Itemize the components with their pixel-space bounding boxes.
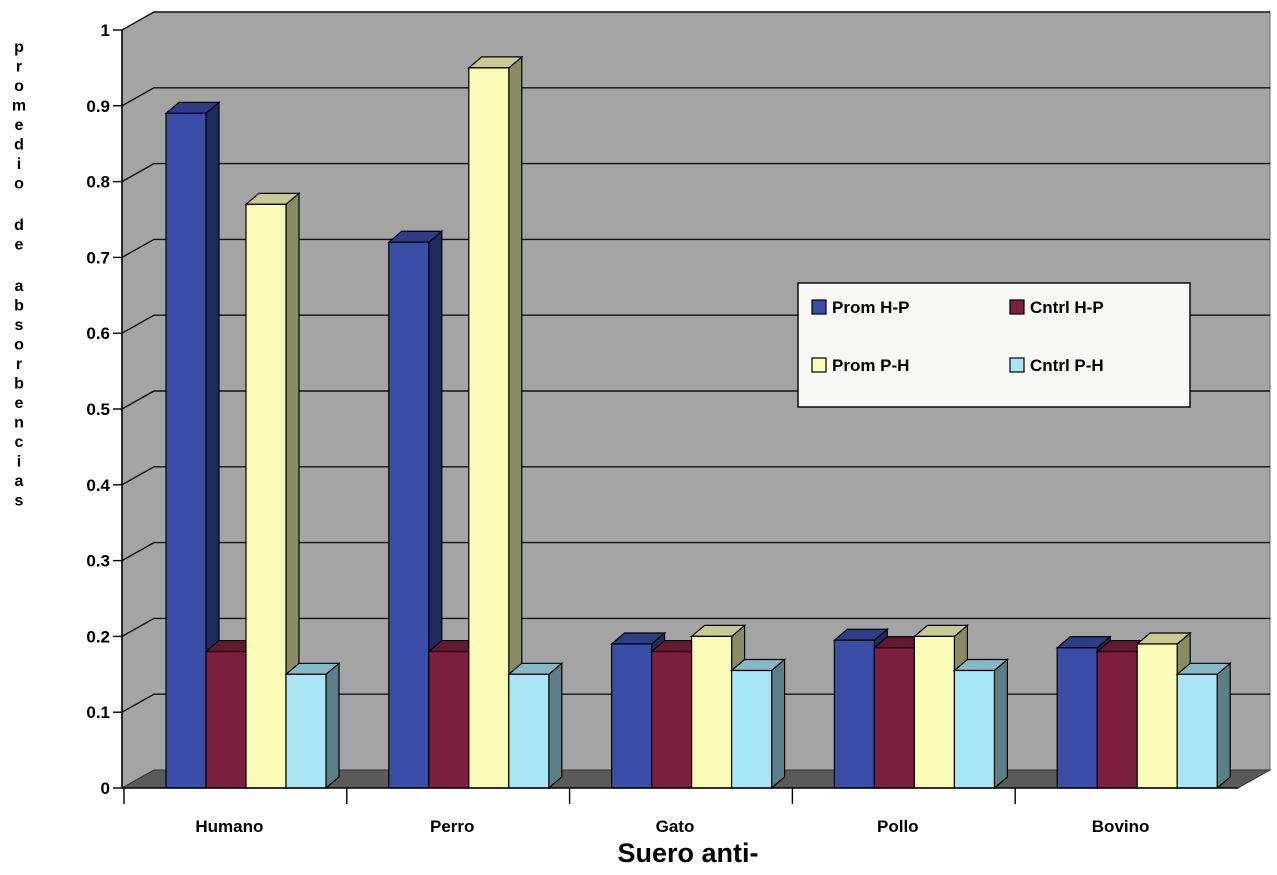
bar-front xyxy=(205,650,247,789)
bar-front xyxy=(690,635,733,789)
legend-entry: Cntrl P-H xyxy=(1009,356,1104,375)
bar xyxy=(507,662,564,790)
bar-front xyxy=(468,67,510,789)
y-tick-labels: 0 0.1 0.2 0.3 0.4 0.5 0.6 0.7 0.8 0.9 1 xyxy=(86,21,110,798)
bar xyxy=(952,658,1010,790)
y-axis-label-letter: n xyxy=(14,415,24,432)
y-axis-label-letter: i xyxy=(17,156,21,173)
bar-front xyxy=(1096,650,1138,789)
bar-front xyxy=(833,639,876,789)
y-axis-label-letter: e xyxy=(15,237,24,254)
legend-entry: Cntrl H-P xyxy=(1009,298,1104,317)
y-axis-label-letter: r xyxy=(16,356,22,373)
bar-side xyxy=(770,658,786,790)
bar xyxy=(1175,662,1232,790)
bar-front xyxy=(610,643,653,789)
bar-side xyxy=(1216,662,1231,790)
bar-front xyxy=(913,635,956,789)
gridline xyxy=(121,541,1270,562)
bar-front xyxy=(428,650,470,789)
bar xyxy=(729,658,787,790)
legend-swatch xyxy=(1009,357,1025,373)
y-axis-label-letter: o xyxy=(14,78,24,95)
bar-front xyxy=(508,673,550,789)
bar-side xyxy=(325,662,340,790)
x-axis-label: Suero anti- xyxy=(617,838,758,868)
bar-front xyxy=(1176,673,1218,789)
y-axis-label-letter: s xyxy=(15,493,24,510)
legend-label: Cntrl H-P xyxy=(1030,298,1104,317)
bar xyxy=(244,192,301,790)
y-axis-label-letter: m xyxy=(12,98,26,115)
bar-front xyxy=(873,647,916,789)
y-axis-label-letter: p xyxy=(14,39,24,56)
y-axis-label-letter: a xyxy=(15,278,24,295)
gridline xyxy=(121,11,1270,31)
y-tick-label: 1 xyxy=(101,21,110,40)
gridline xyxy=(121,87,1270,107)
bars xyxy=(164,55,1232,790)
x-category-labels: Humano Perro Gato Pollo Bovino xyxy=(195,817,1149,836)
gridline xyxy=(121,238,1270,259)
gridline xyxy=(121,162,1270,183)
legend-entry: Prom H-P xyxy=(811,298,909,317)
bar-front xyxy=(388,241,430,789)
y-axis-label-letter: o xyxy=(14,176,24,193)
y-axis-label-letter: c xyxy=(15,434,24,451)
x-tick-label: Bovino xyxy=(1092,817,1150,836)
y-tick-label: 0.1 xyxy=(86,703,110,722)
bar-side xyxy=(993,658,1009,790)
y-tick-label: 0.9 xyxy=(86,97,110,116)
bar-front xyxy=(1136,643,1178,789)
legend-label: Prom P-H xyxy=(832,356,909,375)
y-axis-label-letter: i xyxy=(17,454,21,471)
bar-front xyxy=(245,203,287,789)
legend-swatch xyxy=(811,299,827,315)
y-tick-label: 0.5 xyxy=(86,400,110,419)
y-axis-label-letter: d xyxy=(14,137,24,154)
legend: Prom H-P Cntrl H-P Prom P-H Cntrl P-H xyxy=(797,282,1191,408)
legend-entry: Prom P-H xyxy=(811,356,909,375)
y-tick-label: 0.6 xyxy=(86,324,110,343)
y-axis-label-letter: b xyxy=(14,298,24,315)
bar xyxy=(467,55,524,790)
bar-side xyxy=(548,662,563,790)
x-tick-label: Perro xyxy=(430,817,474,836)
x-tick-label: Pollo xyxy=(877,817,919,836)
bar-front xyxy=(953,669,996,789)
axes xyxy=(113,29,1238,804)
y-tick-label: 0 xyxy=(101,779,110,798)
y-axis-label-letter: s xyxy=(15,317,24,334)
legend-label: Cntrl P-H xyxy=(1030,356,1104,375)
legend-box xyxy=(797,282,1191,408)
y-tick-label: 0.2 xyxy=(86,627,110,646)
bar xyxy=(284,662,341,790)
y-axis-label-letter: r xyxy=(16,59,22,76)
bar-front xyxy=(650,650,693,789)
bar-front xyxy=(730,669,773,789)
y-tick-label: 0.3 xyxy=(86,552,110,571)
y-axis-label-letter: e xyxy=(15,117,24,134)
legend-swatch xyxy=(1009,299,1025,315)
bar-front xyxy=(165,112,207,789)
y-axis-label-letter: e xyxy=(15,395,24,412)
legend-label: Prom H-P xyxy=(832,298,909,317)
y-tick-label: 0.4 xyxy=(86,476,110,495)
y-axis-label-letter: b xyxy=(14,376,24,393)
x-tick-label: Humano xyxy=(195,817,263,836)
bar-front xyxy=(1056,647,1098,789)
y-axis-label-letter: a xyxy=(15,473,24,490)
y-tick-label: 0.8 xyxy=(86,173,110,192)
gridline xyxy=(121,617,1270,638)
bar xyxy=(164,101,221,790)
legend-swatch xyxy=(811,357,827,373)
x-tick-label: Gato xyxy=(656,817,695,836)
y-tick-label: 0.7 xyxy=(86,248,110,267)
gridline xyxy=(121,466,1270,486)
y-axis-label-letter: d xyxy=(14,217,24,234)
y-axis-label-letter: o xyxy=(14,337,24,354)
bar-front xyxy=(285,673,327,789)
